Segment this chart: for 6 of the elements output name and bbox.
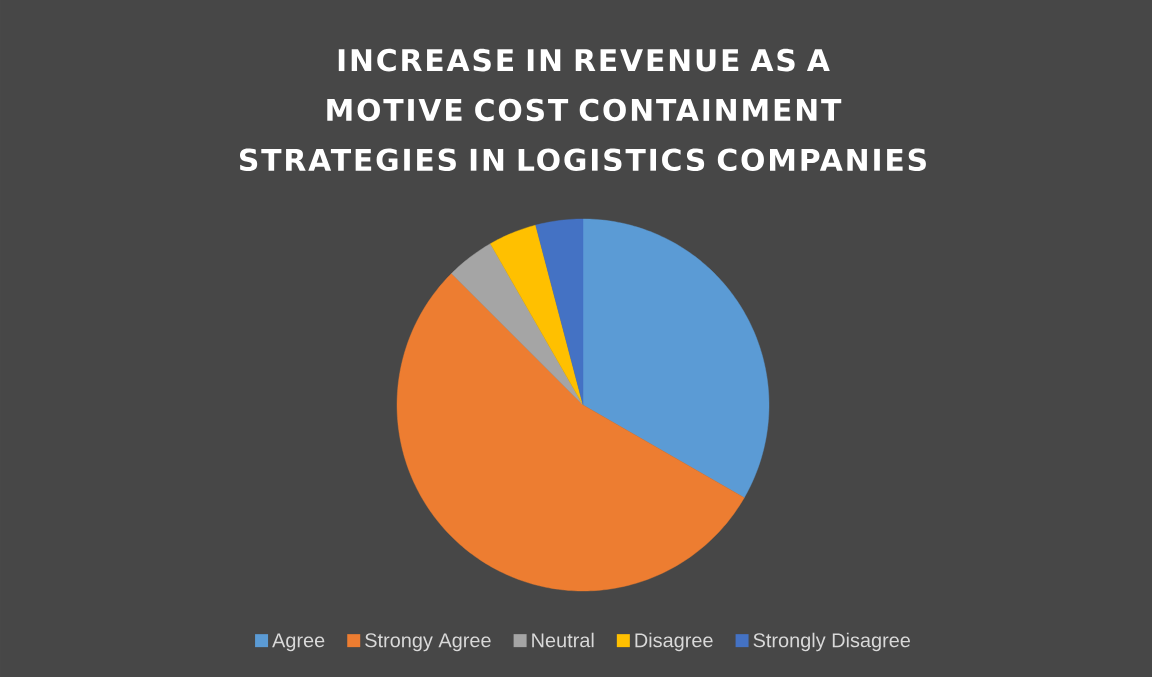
legend-label: Agree bbox=[272, 633, 325, 652]
legend-label: Disagree bbox=[635, 632, 713, 652]
legend-label: Strongy Agree bbox=[365, 633, 491, 652]
chart-title: INCREASE IN REVENUE AS A MOTIVE COST CONTAINMENT STRATEGIES IN LOGISTICS COMPANIES bbox=[239, 48, 926, 172]
legend-label: Neutral bbox=[532, 632, 594, 648]
legend-label: Strongly Disagree bbox=[753, 632, 911, 652]
